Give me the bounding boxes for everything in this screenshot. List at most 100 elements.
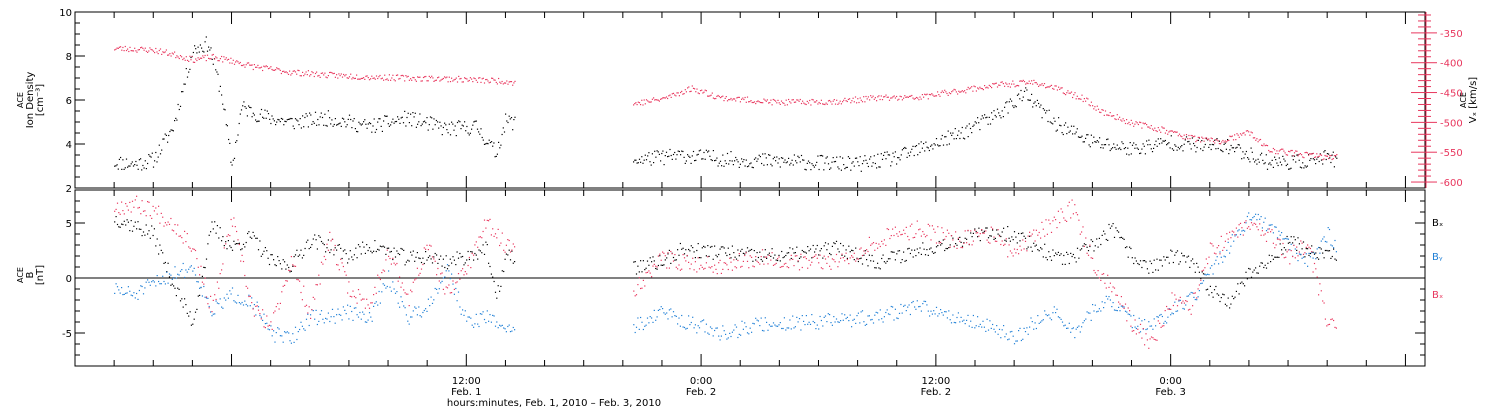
- bz-series-point: [1215, 253, 1217, 255]
- by-series-point: [957, 312, 959, 314]
- bz-series-point: [1237, 236, 1239, 238]
- by-series-point: [1040, 321, 1042, 323]
- density-series-point: [352, 120, 354, 122]
- bx-series-point: [396, 250, 398, 252]
- density-series-point: [721, 165, 723, 167]
- density-series-point: [1031, 93, 1033, 95]
- density-series-point: [1162, 140, 1164, 142]
- density-series-point: [687, 154, 689, 156]
- bz-series-point: [874, 249, 876, 251]
- bx-series-point: [418, 257, 420, 259]
- density-series-point: [189, 68, 191, 70]
- by-series-point: [907, 306, 909, 308]
- by-series-point: [1197, 296, 1199, 298]
- density-series-point: [1239, 147, 1242, 149]
- bz-series-point: [431, 256, 434, 258]
- bx-series-point: [489, 265, 491, 268]
- vx-series-point: [1033, 79, 1035, 81]
- by-series-point: [416, 314, 418, 316]
- vx-series-point: [1177, 135, 1179, 137]
- by-series-point: [470, 317, 472, 319]
- bx-series-point: [679, 242, 681, 245]
- bz-series-point: [848, 263, 850, 265]
- bx-series-point: [1049, 256, 1051, 258]
- density-series-point: [634, 159, 636, 161]
- bz-series-point: [1197, 288, 1199, 290]
- vx-series-point: [670, 96, 672, 98]
- bx-series-point: [188, 315, 190, 317]
- density-series-point: [1140, 152, 1142, 154]
- bx-series-point: [696, 249, 698, 252]
- by-series-point: [205, 297, 208, 299]
- by-series-point: [897, 317, 899, 320]
- bz-series-point: [503, 249, 505, 251]
- density-series-point: [678, 150, 680, 153]
- density-series-point: [1015, 106, 1017, 108]
- by-series-point: [689, 324, 691, 326]
- density-series-point: [1115, 148, 1117, 150]
- bz-series-point: [1011, 252, 1013, 254]
- by-series-point: [1298, 253, 1300, 255]
- density-series-point: [509, 118, 511, 120]
- bz-series-point: [1261, 230, 1263, 232]
- density-series-point: [300, 127, 302, 129]
- by-series-point: [290, 342, 292, 344]
- bx-series-point: [1008, 237, 1010, 239]
- by-series-point: [1327, 227, 1329, 229]
- bx-series-point: [222, 236, 224, 238]
- vx-series-point: [418, 76, 420, 78]
- by-series-point: [371, 320, 373, 322]
- density-series-point: [992, 118, 994, 120]
- vx-series-point: [1329, 155, 1331, 157]
- bx-series-point: [914, 249, 916, 251]
- bz-series-point: [1181, 302, 1183, 304]
- vx-series-point: [1227, 140, 1229, 142]
- bz-series-point: [766, 256, 768, 258]
- by-series-point: [1281, 232, 1283, 234]
- vx-series-point: [1335, 155, 1337, 157]
- by-series-point: [270, 325, 272, 327]
- vx-series-point: [167, 54, 169, 56]
- density-series-point: [881, 158, 884, 160]
- density-series-point: [759, 156, 761, 158]
- bx-series-point: [119, 226, 121, 228]
- density-series-point: [842, 157, 844, 159]
- density-series-point: [493, 142, 495, 144]
- vx-series-point: [307, 70, 309, 72]
- bx-series-point: [1130, 247, 1132, 250]
- vx-series-point: [1167, 133, 1169, 135]
- vx-series-point: [899, 95, 901, 97]
- bz-series-point: [937, 226, 939, 228]
- density-series-point: [364, 119, 366, 121]
- vx-series-point: [1299, 153, 1301, 155]
- bx-series-point: [134, 221, 136, 223]
- density-series-point: [1249, 161, 1251, 163]
- density-series-point: [751, 166, 753, 168]
- by-series-point: [456, 300, 458, 302]
- by-series-point: [734, 324, 736, 326]
- density-series-point: [1136, 147, 1138, 149]
- by-series-point: [1230, 245, 1232, 247]
- vx-series-point: [273, 69, 275, 71]
- bx-series-point: [977, 236, 979, 238]
- bx-series-point: [1316, 257, 1318, 259]
- vx-series-point: [205, 60, 207, 62]
- density-series-point: [1325, 158, 1327, 161]
- vx-series-point: [413, 77, 415, 79]
- vx-series-point: [1095, 109, 1097, 111]
- bz-series-point: [444, 293, 446, 295]
- density-series-point: [912, 145, 914, 147]
- bx-series-point: [493, 280, 495, 283]
- density-series-point: [786, 161, 788, 163]
- density-series-point: [209, 49, 211, 51]
- bx-series-point: [262, 253, 264, 255]
- by-series-point: [1113, 309, 1116, 311]
- bx-series-point: [166, 271, 168, 273]
- density-series-point: [442, 126, 444, 129]
- density-series-point: [226, 125, 228, 127]
- vx-series-point: [143, 49, 145, 51]
- bz-series-point: [777, 258, 779, 260]
- density-series-point: [168, 134, 170, 137]
- bz-series-point: [1055, 219, 1057, 221]
